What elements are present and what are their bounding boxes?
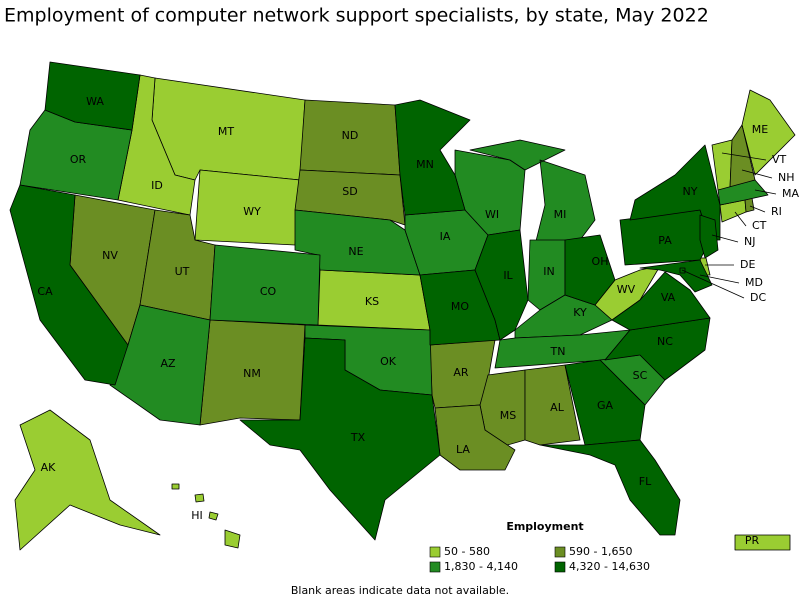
leader-line bbox=[754, 189, 777, 195]
legend-label: 1,830 - 4,140 bbox=[444, 560, 518, 573]
states bbox=[9, 61, 796, 551]
state bbox=[611, 271, 711, 331]
state-label: OR bbox=[70, 153, 87, 166]
state bbox=[239, 337, 441, 541]
state-label: ID bbox=[151, 179, 163, 192]
state bbox=[564, 234, 616, 306]
state-label: MI bbox=[554, 208, 567, 221]
state-label: AR bbox=[453, 366, 469, 379]
state bbox=[564, 359, 646, 446]
state bbox=[171, 483, 241, 549]
state-label: NJ bbox=[744, 235, 755, 248]
state-label: NH bbox=[778, 171, 795, 184]
state-label: DE bbox=[740, 258, 755, 271]
state-label: SC bbox=[633, 369, 648, 382]
state bbox=[474, 229, 529, 341]
state-label: ND bbox=[342, 129, 359, 142]
state-label: TX bbox=[350, 431, 366, 444]
state-label: WV bbox=[617, 283, 636, 296]
state bbox=[394, 99, 471, 216]
state-label: FL bbox=[639, 475, 652, 488]
map-title: Employment of computer network support s… bbox=[4, 5, 709, 27]
state bbox=[9, 184, 129, 386]
legend-swatch bbox=[554, 561, 566, 573]
legend-title: Employment bbox=[506, 520, 583, 533]
state-label: KS bbox=[365, 295, 379, 308]
leader-line bbox=[681, 269, 745, 299]
state-label: PA bbox=[658, 234, 672, 247]
state bbox=[639, 259, 713, 293]
state-label: NV bbox=[102, 249, 118, 262]
state-label: AK bbox=[41, 461, 57, 474]
leader-line bbox=[749, 205, 766, 213]
state bbox=[14, 409, 161, 551]
legend-swatch bbox=[554, 546, 566, 558]
state-label: CT bbox=[752, 219, 767, 232]
state-label: KY bbox=[573, 306, 587, 319]
state-label: DC bbox=[750, 291, 766, 304]
state-label: ME bbox=[752, 123, 768, 136]
state-label: NY bbox=[683, 185, 698, 198]
state bbox=[294, 169, 406, 226]
state-label: SD bbox=[342, 185, 357, 198]
state bbox=[209, 244, 321, 326]
state bbox=[629, 144, 721, 241]
state-label: GA bbox=[597, 399, 614, 412]
state-label: MA bbox=[782, 187, 799, 200]
leader-line bbox=[699, 274, 740, 284]
legend-label: 4,320 - 14,630 bbox=[569, 560, 650, 573]
state-label: AL bbox=[550, 401, 565, 414]
state-label: IN bbox=[543, 265, 554, 278]
state-label: WI bbox=[485, 208, 499, 221]
state-label: WY bbox=[243, 205, 261, 218]
state-label: NM bbox=[243, 367, 261, 380]
state bbox=[294, 209, 421, 276]
legend-label: 50 - 580 bbox=[444, 545, 490, 558]
labels: MT ID WY KS WV AK HI PR ME VT CT DE ND SD NV UT NM AR MS AL… bbox=[37, 95, 799, 547]
state bbox=[711, 139, 733, 191]
legend-swatch bbox=[429, 546, 441, 558]
state-label: RI bbox=[771, 205, 782, 218]
state-label: NC bbox=[657, 335, 673, 348]
state-label: WA bbox=[86, 95, 104, 108]
state-label: UT bbox=[175, 265, 190, 278]
state-label: IA bbox=[440, 230, 451, 243]
leader-line bbox=[741, 169, 773, 179]
state bbox=[741, 89, 796, 176]
leader-line bbox=[711, 234, 739, 243]
state bbox=[539, 439, 681, 536]
state-label: IL bbox=[503, 269, 513, 282]
state-label: MD bbox=[745, 276, 763, 289]
state-label: NE bbox=[348, 245, 363, 258]
state-label: CO bbox=[260, 285, 277, 298]
legend-label: 590 - 1,650 bbox=[569, 545, 632, 558]
state bbox=[734, 534, 791, 551]
state-label: VA bbox=[661, 291, 676, 304]
state-label: OK bbox=[380, 355, 397, 368]
state-label: MT bbox=[218, 125, 234, 138]
state-label: VT bbox=[772, 153, 787, 166]
leader-line bbox=[734, 211, 747, 227]
state-label: MS bbox=[500, 409, 516, 422]
note: Blank areas indicate data not available. bbox=[291, 584, 509, 597]
legend-swatch bbox=[429, 561, 441, 573]
state-label: LA bbox=[456, 443, 470, 456]
state-label: PR bbox=[745, 534, 760, 547]
state-label: CA bbox=[37, 285, 53, 298]
state-label: AZ bbox=[160, 357, 176, 370]
state-label: HI bbox=[191, 509, 203, 522]
leader-line bbox=[721, 152, 767, 161]
state-label: OH bbox=[592, 255, 609, 268]
state-label: MN bbox=[416, 158, 434, 171]
state bbox=[699, 214, 719, 259]
state-label: TN bbox=[550, 345, 566, 358]
state bbox=[44, 61, 141, 131]
state-label: MO bbox=[451, 300, 469, 313]
state bbox=[434, 404, 516, 471]
state bbox=[524, 364, 581, 446]
